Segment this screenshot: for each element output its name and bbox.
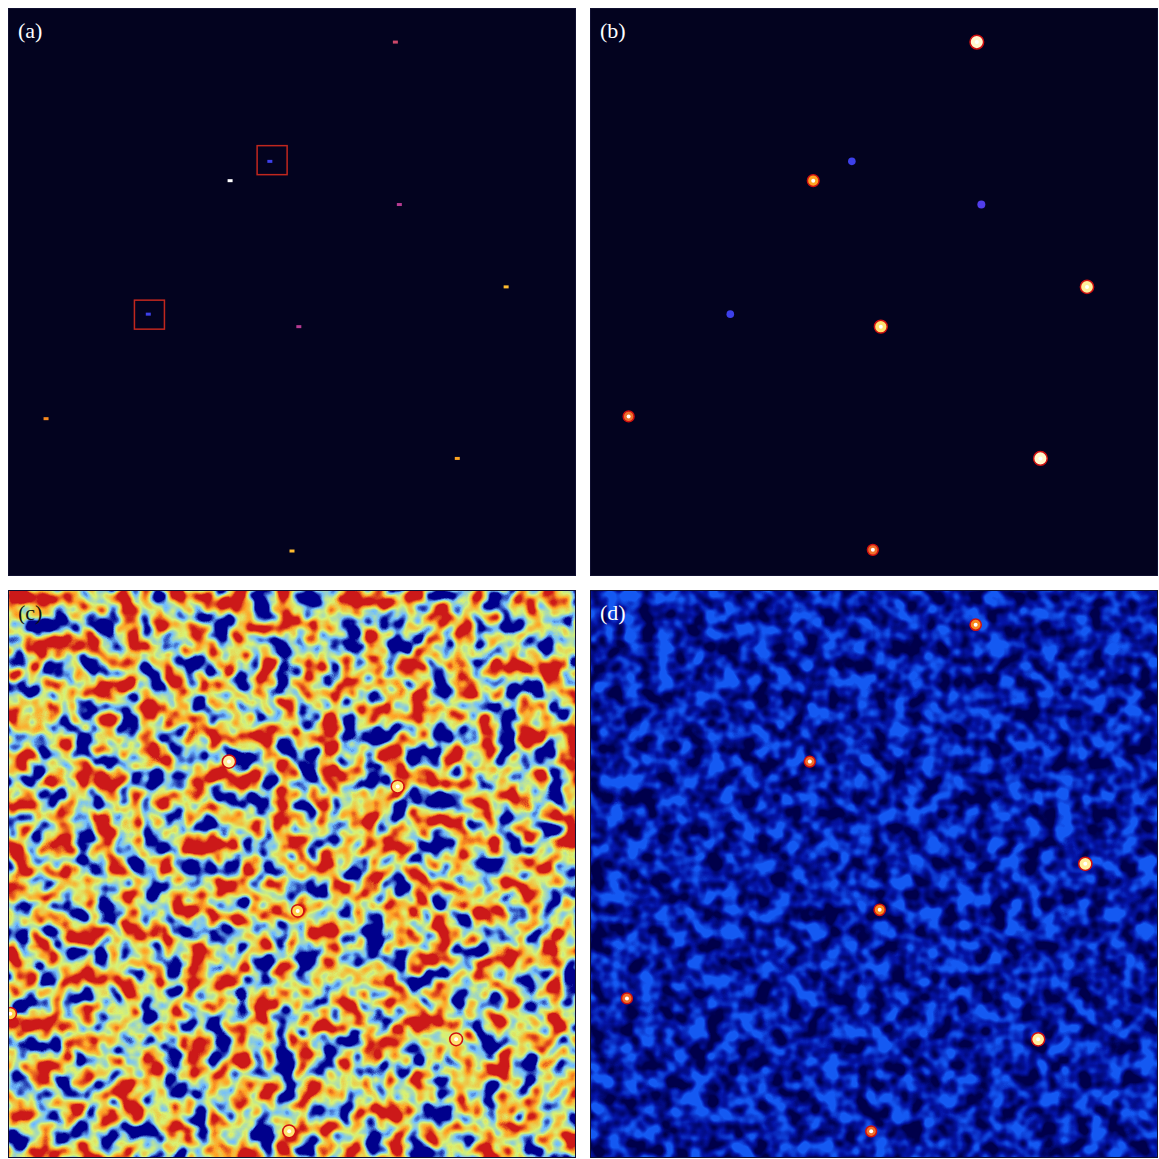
panel-label: (a) (18, 18, 42, 43)
source-core (871, 548, 875, 552)
source-core (811, 179, 815, 183)
source (1034, 452, 1048, 466)
panel-label: (c) (18, 600, 42, 625)
source-core (454, 1037, 458, 1041)
source (504, 285, 509, 288)
source (44, 417, 49, 420)
source-core (296, 909, 300, 913)
source-core (974, 623, 978, 627)
source (977, 201, 985, 209)
source-core (879, 325, 883, 329)
panel: (c) (4, 590, 576, 1158)
source-core (627, 414, 631, 418)
frame (591, 591, 1158, 1158)
plot-area (8, 8, 576, 576)
highlight-box (257, 146, 287, 175)
source-core (227, 760, 231, 764)
plot-area (590, 590, 1158, 1158)
source (391, 780, 404, 793)
source (146, 313, 151, 316)
source (1032, 1033, 1045, 1046)
noise-background (8, 590, 576, 1158)
source (726, 310, 734, 318)
source (8, 1008, 16, 1020)
source-core (1083, 862, 1087, 866)
frame (591, 9, 1158, 576)
source-core (975, 40, 979, 44)
source (807, 175, 819, 187)
source (622, 993, 633, 1004)
background (8, 8, 576, 576)
source (874, 320, 887, 333)
source (970, 35, 984, 49)
plot-area (590, 8, 1158, 576)
highlight-box (134, 300, 164, 329)
background (590, 8, 1158, 576)
frame (9, 9, 576, 576)
source (450, 1033, 463, 1046)
panel: (d) (590, 590, 1158, 1158)
source (867, 544, 878, 555)
source (290, 550, 295, 553)
source (228, 179, 233, 182)
source (848, 158, 856, 166)
background (8, 590, 576, 1158)
panel: (b) (590, 8, 1158, 576)
panel-label: (b) (600, 18, 626, 43)
source (291, 905, 303, 917)
frame (9, 591, 576, 1158)
source (283, 1125, 296, 1138)
source (874, 904, 885, 915)
source-core (878, 908, 882, 912)
source-core (1036, 1037, 1040, 1041)
panel-label: (d) (600, 600, 626, 625)
noise-background (590, 590, 1158, 1158)
figure: (a) (b) (c) (d) (0, 0, 1159, 1159)
source (296, 325, 301, 328)
source (393, 41, 398, 44)
source (397, 203, 402, 206)
source (970, 619, 981, 630)
source (623, 411, 634, 422)
source-core (869, 1129, 873, 1133)
plot-area (8, 590, 576, 1158)
source (1079, 857, 1092, 870)
source-core (808, 760, 812, 764)
source-core (625, 996, 629, 1000)
source (455, 457, 460, 460)
source (804, 756, 815, 767)
background (590, 590, 1158, 1158)
source-core (1085, 285, 1089, 289)
source (1080, 280, 1093, 293)
source-core (1038, 456, 1042, 460)
source (267, 160, 272, 163)
source-core (287, 1129, 291, 1133)
source-core (396, 785, 400, 789)
source (222, 755, 235, 768)
panel: (a) (8, 8, 576, 576)
source (866, 1126, 877, 1137)
